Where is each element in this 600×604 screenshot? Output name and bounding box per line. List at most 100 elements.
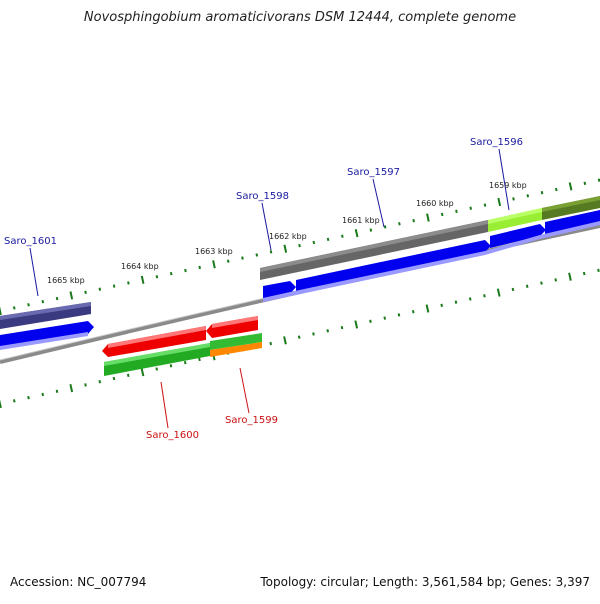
minor-tick	[12, 306, 16, 310]
minor-tick	[326, 329, 330, 333]
minor-tick	[27, 395, 30, 400]
minor-tick	[126, 373, 130, 378]
ruler-label: 1660 kbp	[416, 199, 454, 208]
ruler-label: 1665 kbp	[47, 276, 85, 285]
gene-label-saro-1600[interactable]: Saro_1600	[146, 430, 199, 441]
major-tick	[283, 244, 288, 253]
minor-tick	[183, 360, 187, 365]
gene-label-saro-1601[interactable]: Saro_1601	[4, 236, 57, 247]
minor-tick	[198, 265, 201, 270]
minor-tick	[383, 225, 387, 229]
minor-tick	[483, 203, 487, 207]
feature-bar-green-2	[210, 333, 262, 350]
gene-label-saro-1599[interactable]: Saro_1599	[225, 415, 278, 426]
minor-tick	[312, 332, 315, 336]
major-tick	[354, 229, 359, 238]
major-tick	[497, 197, 502, 207]
minor-tick	[341, 234, 344, 238]
minor-tick	[582, 271, 586, 276]
gene-arrow-saro-1598[interactable]	[263, 281, 296, 300]
minor-tick	[511, 287, 515, 292]
minor-tick	[112, 376, 116, 381]
minor-tick	[112, 284, 116, 288]
minor-tick	[383, 316, 387, 320]
ruler-ticks-top	[0, 178, 600, 316]
minor-tick	[198, 357, 201, 362]
major-tick	[140, 275, 145, 284]
minor-tick	[226, 259, 230, 263]
ruler-label: 1662 kbp	[269, 232, 307, 241]
minor-tick	[84, 290, 87, 294]
minor-tick	[41, 299, 45, 304]
minor-tick	[241, 256, 244, 260]
minor-tick	[98, 380, 102, 384]
minor-tick	[269, 250, 273, 254]
minor-tick	[298, 243, 301, 248]
major-tick	[0, 399, 2, 409]
minor-tick	[468, 297, 472, 301]
major-tick	[140, 368, 145, 377]
minor-tick	[540, 281, 543, 285]
minor-tick	[369, 319, 372, 323]
gene-label-saro-1597[interactable]: Saro_1597	[347, 167, 400, 178]
minor-tick	[55, 389, 59, 393]
minor-tick	[597, 268, 600, 273]
minor-tick	[312, 240, 316, 245]
minor-tick	[454, 300, 458, 304]
genome-summary-text: Topology: circular; Length: 3,561,584 bp…	[260, 575, 590, 589]
ruler-label: 1661 kbp	[342, 216, 380, 225]
map-title: Novosphingobium aromaticivorans DSM 1244…	[83, 10, 517, 25]
minor-tick	[84, 383, 87, 387]
major-tick	[354, 320, 359, 329]
minor-tick	[440, 303, 444, 308]
minor-tick	[326, 237, 330, 242]
gene-arrow-next[interactable]	[545, 210, 600, 234]
minor-tick	[554, 187, 558, 192]
minor-tick	[27, 303, 30, 307]
major-tick	[69, 383, 74, 393]
accession-text: Accession: NC_007794	[10, 575, 147, 589]
minor-tick	[583, 181, 587, 185]
gene-arrow-saro-1596[interactable]	[490, 224, 546, 248]
minor-tick	[412, 219, 415, 223]
major-tick	[426, 213, 430, 222]
minor-tick	[525, 284, 529, 288]
gene-label-saro-1596[interactable]: Saro_1596	[470, 137, 523, 148]
minor-tick	[397, 313, 401, 317]
minor-tick	[554, 278, 558, 282]
major-tick	[212, 260, 216, 269]
leader-saro-1599	[239, 367, 250, 414]
gene-arrow-saro-1597[interactable]	[296, 240, 491, 292]
minor-tick	[127, 281, 130, 285]
minor-tick	[269, 341, 273, 346]
minor-tick	[512, 197, 515, 201]
leader-saro-1600	[160, 381, 169, 429]
leader-saro-1597	[372, 178, 385, 228]
minor-tick	[297, 335, 301, 339]
leader-saro-1598	[261, 202, 272, 251]
minor-tick	[155, 275, 159, 279]
major-tick	[283, 336, 287, 345]
minor-tick	[41, 392, 45, 397]
minor-tick	[469, 206, 473, 210]
minor-tick	[184, 268, 187, 273]
minor-tick	[411, 310, 415, 314]
minor-tick	[55, 296, 59, 301]
minor-tick	[398, 222, 401, 226]
minor-tick	[340, 325, 344, 330]
ruler-label: 1663 kbp	[195, 247, 233, 256]
major-tick	[568, 182, 573, 191]
major-tick	[69, 291, 74, 300]
major-tick	[425, 304, 430, 313]
major-tick	[568, 272, 572, 281]
minor-tick	[369, 228, 373, 232]
minor-tick	[98, 287, 102, 291]
gene-arrow-saro-1601[interactable]	[0, 321, 94, 348]
minor-tick	[12, 399, 16, 403]
ruler-label: 1659 kbp	[489, 181, 527, 190]
minor-tick	[597, 178, 600, 182]
leader-saro-1601	[29, 247, 39, 297]
gene-label-saro-1598[interactable]: Saro_1598	[236, 191, 289, 202]
